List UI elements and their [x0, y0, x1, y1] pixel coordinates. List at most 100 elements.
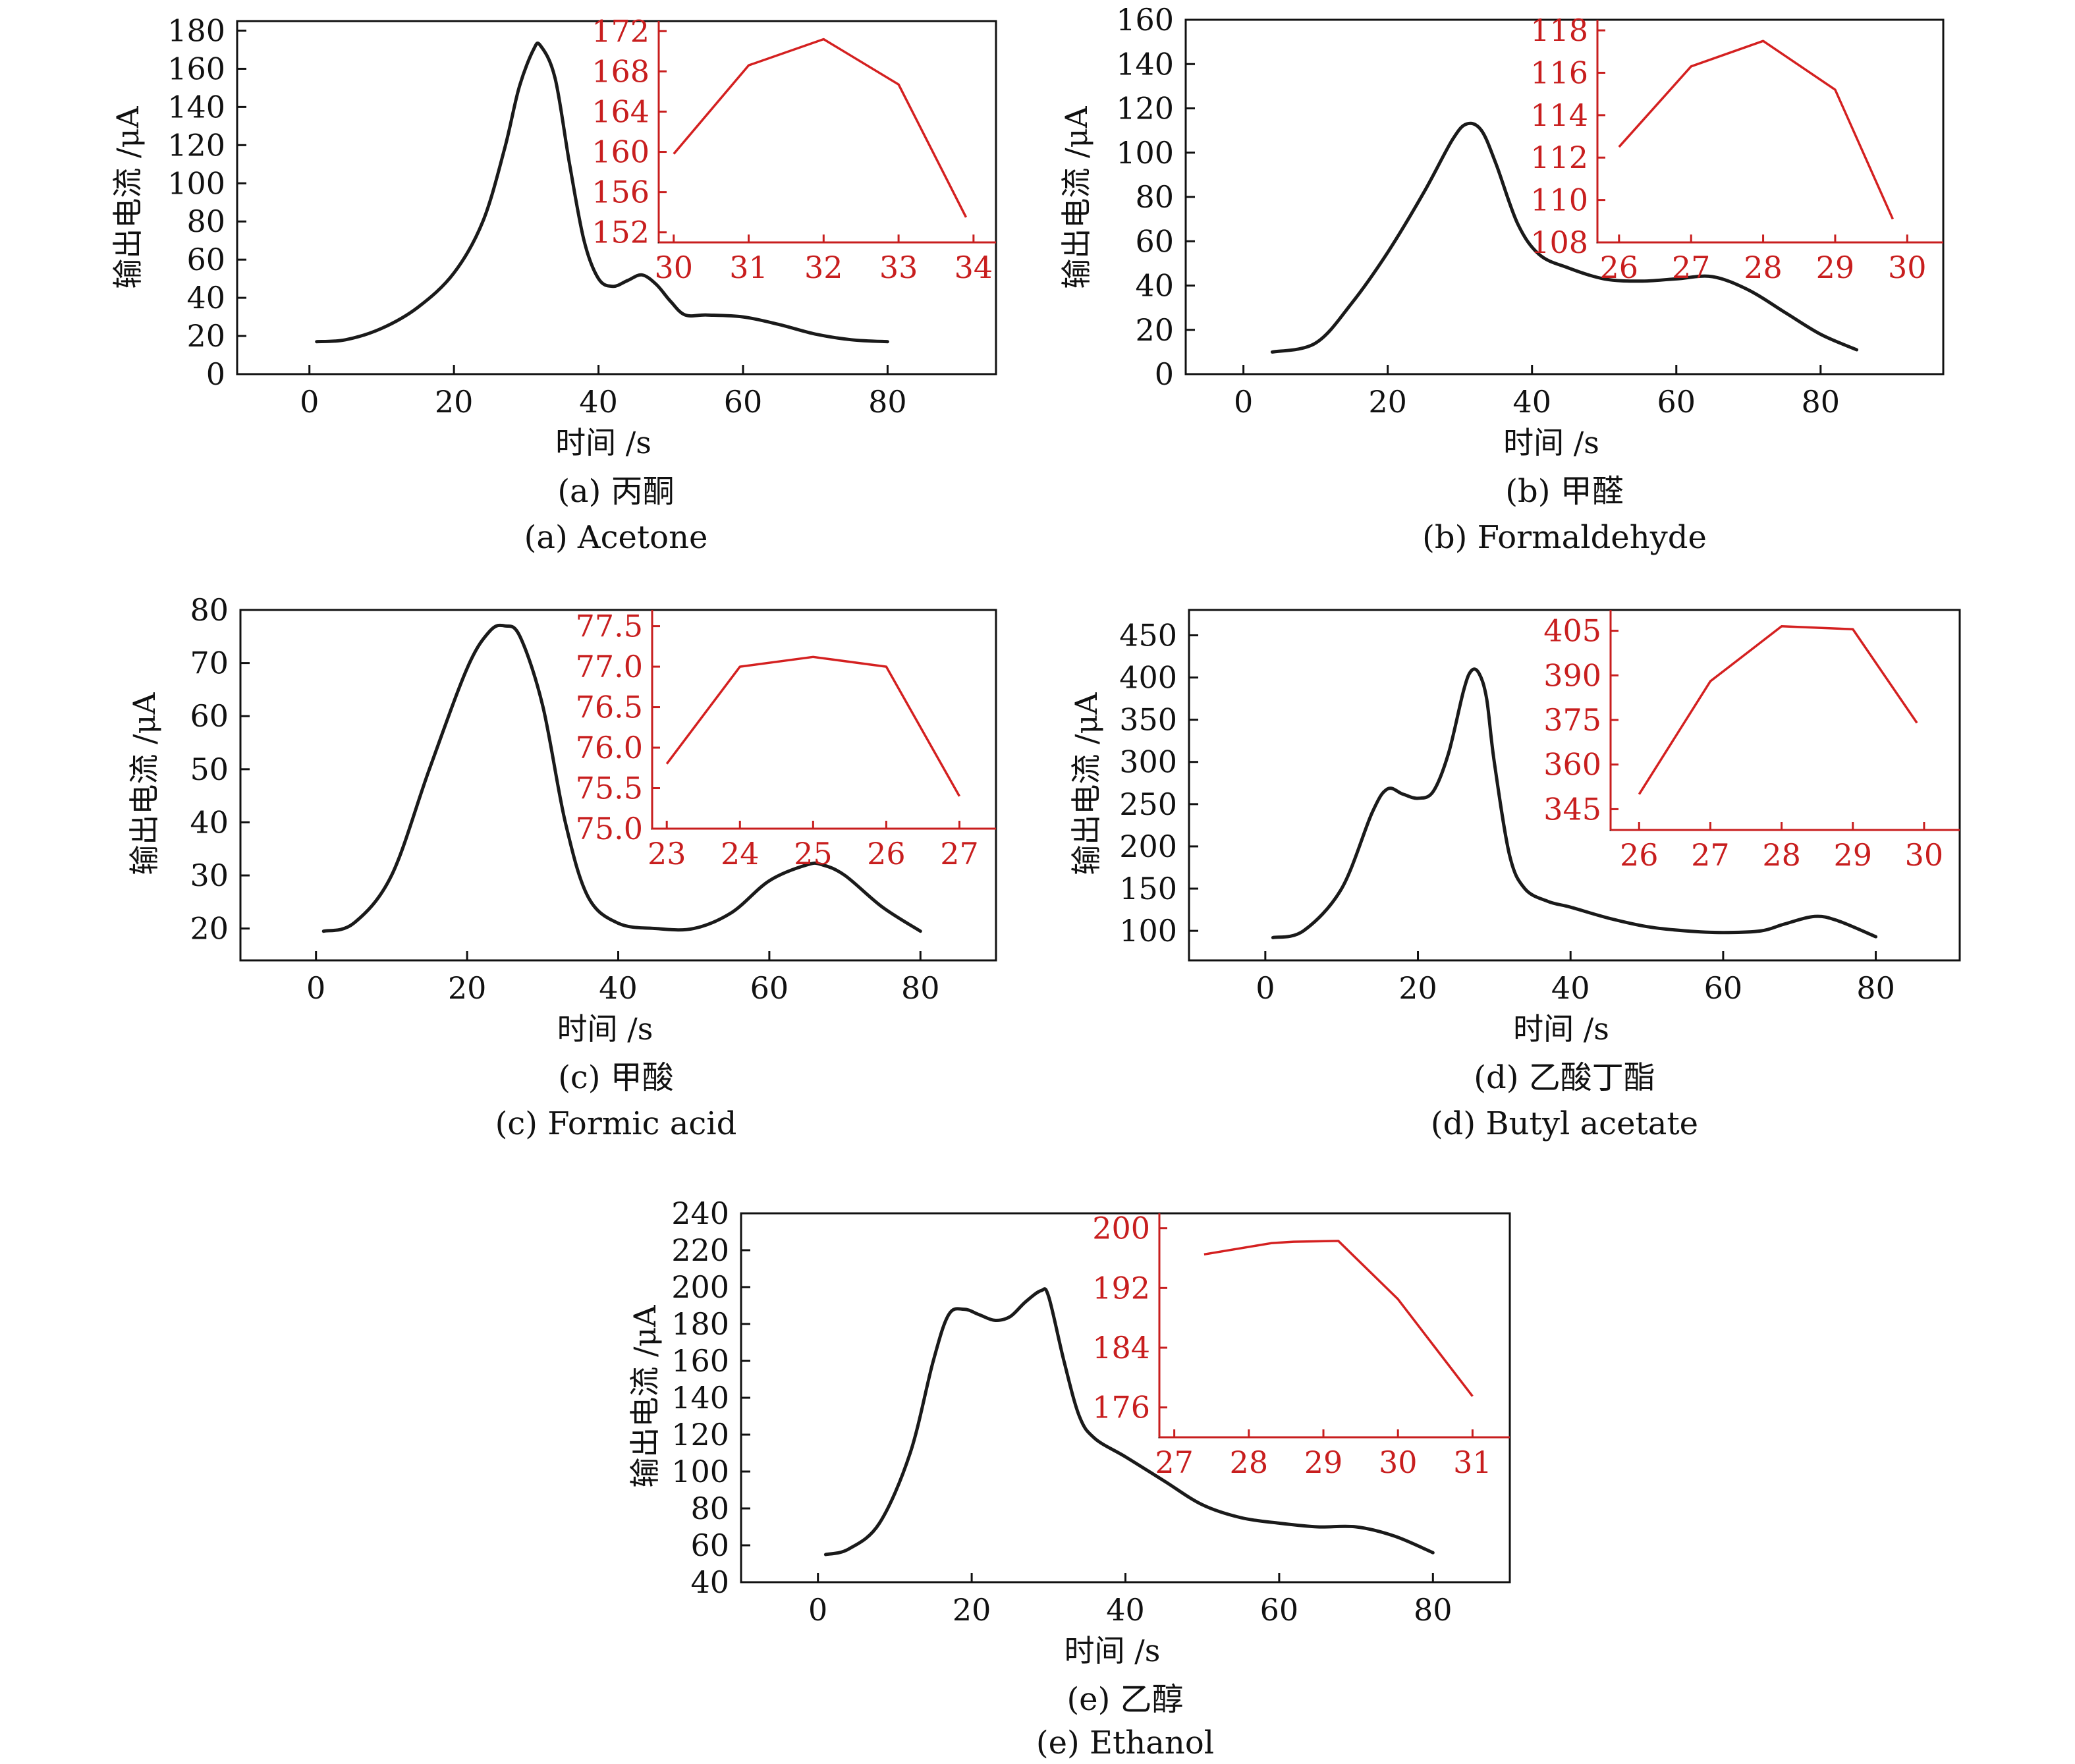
caption-chinese: (c) 甲酸 — [558, 1059, 674, 1096]
y-axis-label: 输出电流 /μA — [1059, 106, 1094, 289]
y-tick-label: 140 — [1116, 46, 1174, 82]
caption-english: (c) Formic acid — [495, 1105, 737, 1142]
inset-x-tick-label: 25 — [794, 836, 833, 871]
y-tick-label: 80 — [190, 592, 229, 628]
x-tick-label: 60 — [750, 970, 789, 1006]
y-tick-label: 30 — [190, 858, 229, 893]
y-tick-label: 20 — [186, 318, 225, 354]
x-tick-label: 0 — [1234, 384, 1253, 420]
x-axis-label: 时间 /s — [1513, 1011, 1609, 1047]
inset-x-tick-label: 27 — [1691, 837, 1730, 873]
inset-frame — [1158, 1212, 1511, 1439]
panel-b: 0 20 40 60 80 0 20 40 60 80 100 120 140 160 时间 /s 输出电流 … — [949, 0, 2068, 580]
x-tick-label: 0 — [1256, 970, 1275, 1006]
caption-english: (b) Formaldehyde — [1422, 519, 1707, 556]
y-tick-label: 240 — [671, 1196, 729, 1231]
inset-x-tick-label: 27 — [1672, 250, 1711, 285]
y-tick-label: 160 — [167, 51, 225, 86]
inset-y-tick-label: 164 — [592, 94, 650, 129]
y-tick-label: 80 — [1135, 179, 1174, 215]
inset-x-tick-label: 33 — [879, 250, 918, 285]
y-tick-label: 100 — [167, 165, 225, 201]
inset-series-line — [1204, 1240, 1474, 1397]
inset-x-tick-label: 30 — [1888, 250, 1927, 285]
y-axis-label: 输出电流 /μA — [110, 106, 146, 289]
y-tick-label: 80 — [186, 204, 225, 239]
y-tick-label: 150 — [1119, 871, 1177, 906]
y-tick-label: 20 — [1135, 312, 1174, 348]
panel-e: 0 20 40 60 80 40 60 80 100 120 140 160 180 200 220 240 时… — [461, 1172, 1614, 1764]
x-tick-label: 40 — [1512, 384, 1551, 420]
inset-y-tick-label: 118 — [1530, 13, 1588, 48]
inset-x-tick-label: 26 — [1620, 837, 1659, 873]
y-tick-label: 60 — [690, 1528, 729, 1563]
inset-x-tick-label: 23 — [648, 836, 686, 871]
y-tick-label: 400 — [1119, 660, 1177, 696]
inset-y-tick-label: 75.5 — [576, 771, 643, 806]
inset-x-tick-label: 28 — [1762, 837, 1801, 873]
y-tick-label: 160 — [1116, 2, 1174, 38]
y-tick-label: 40 — [690, 1564, 729, 1600]
inset-y-tick-label: 152 — [592, 215, 650, 250]
x-axis-label: 时间 /s — [555, 425, 651, 460]
x-tick-label: 40 — [599, 970, 638, 1006]
inset-y-tick-label: 116 — [1530, 55, 1588, 90]
inset-x-tick-label: 28 — [1744, 250, 1783, 285]
series-line — [315, 41, 889, 344]
x-tick-label: 0 — [300, 384, 319, 420]
y-tick-label: 120 — [671, 1417, 729, 1452]
inset-x-tick-label: 26 — [1600, 250, 1639, 285]
panel-c: 0 20 40 60 80 20 30 40 50 60 70 80 时间 /s 输出电流 /μA 23 24… — [0, 580, 1028, 1159]
x-tick-label: 80 — [1802, 384, 1840, 420]
inset-y-tick-label: 200 — [1092, 1211, 1150, 1246]
y-tick-label: 60 — [190, 698, 229, 734]
inset-x-tick-label: 31 — [1453, 1445, 1492, 1480]
inset-x-tick-label: 27 — [940, 836, 979, 871]
x-tick-label: 80 — [1414, 1592, 1452, 1628]
x-tick-label: 80 — [868, 384, 907, 420]
y-tick-label: 100 — [1119, 913, 1177, 949]
series-line — [823, 1287, 1435, 1557]
y-tick-label: 50 — [190, 752, 229, 787]
caption-english: (e) Ethanol — [1036, 1724, 1214, 1761]
y-tick-label: 300 — [1119, 744, 1177, 780]
series-line — [1270, 121, 1859, 354]
x-tick-label: 0 — [808, 1592, 827, 1628]
inset-x-tick-label: 29 — [1833, 837, 1872, 873]
inset-y-tick-label: 114 — [1530, 97, 1588, 133]
inset-y-tick-label: 160 — [592, 134, 650, 170]
inset-x-tick-label: 34 — [954, 250, 993, 285]
inset-series-line — [673, 38, 968, 218]
inset-frame — [1596, 18, 1945, 244]
inset-y-tick-label: 108 — [1530, 225, 1588, 260]
y-tick-label: 40 — [186, 280, 225, 316]
y-tick-label: 100 — [671, 1454, 729, 1489]
inset-x-tick-label: 32 — [804, 250, 843, 285]
y-axis-label: 输出电流 /μA — [1068, 692, 1104, 875]
inset-frame — [651, 609, 997, 830]
chart-formaldehyde: 0 20 40 60 80 0 20 40 60 80 100 120 140 160 时间 /s 输出电流 … — [1059, 2, 1945, 556]
inset-x-tick-label: 29 — [1816, 250, 1855, 285]
y-tick-label: 40 — [1135, 268, 1174, 304]
inset-y-tick-label: 110 — [1530, 182, 1588, 218]
x-tick-label: 60 — [724, 384, 763, 420]
inset-y-tick-label: 345 — [1543, 791, 1601, 827]
y-tick-label: 120 — [167, 127, 225, 163]
panel-d: 0 20 40 60 80 100 150 200 250 300 350 400 450 时间 /s 输出… — [949, 580, 2068, 1159]
x-tick-label: 40 — [1551, 970, 1590, 1006]
chart-formic-acid: 0 20 40 60 80 20 30 40 50 60 70 80 时间 /s 输出电流 /μA 23 24… — [126, 592, 997, 1142]
y-tick-label: 140 — [167, 89, 225, 124]
y-tick-label: 140 — [671, 1380, 729, 1416]
inset-y-tick-label: 390 — [1543, 657, 1601, 693]
inset-y-tick-label: 375 — [1543, 702, 1601, 738]
caption-chinese: (e) 乙醇 — [1066, 1681, 1183, 1718]
x-tick-label: 20 — [953, 1592, 991, 1628]
chart-butyl-acetate: 0 20 40 60 80 100 150 200 250 300 350 400 450 时间 /s 输出… — [1068, 609, 1961, 1142]
x-tick-label: 20 — [448, 970, 487, 1006]
y-tick-label: 80 — [690, 1491, 729, 1526]
inset-y-tick-label: 76.5 — [576, 690, 643, 725]
inset-frame — [657, 20, 997, 244]
y-tick-label: 40 — [190, 804, 229, 840]
y-tick-label: 350 — [1119, 702, 1177, 738]
